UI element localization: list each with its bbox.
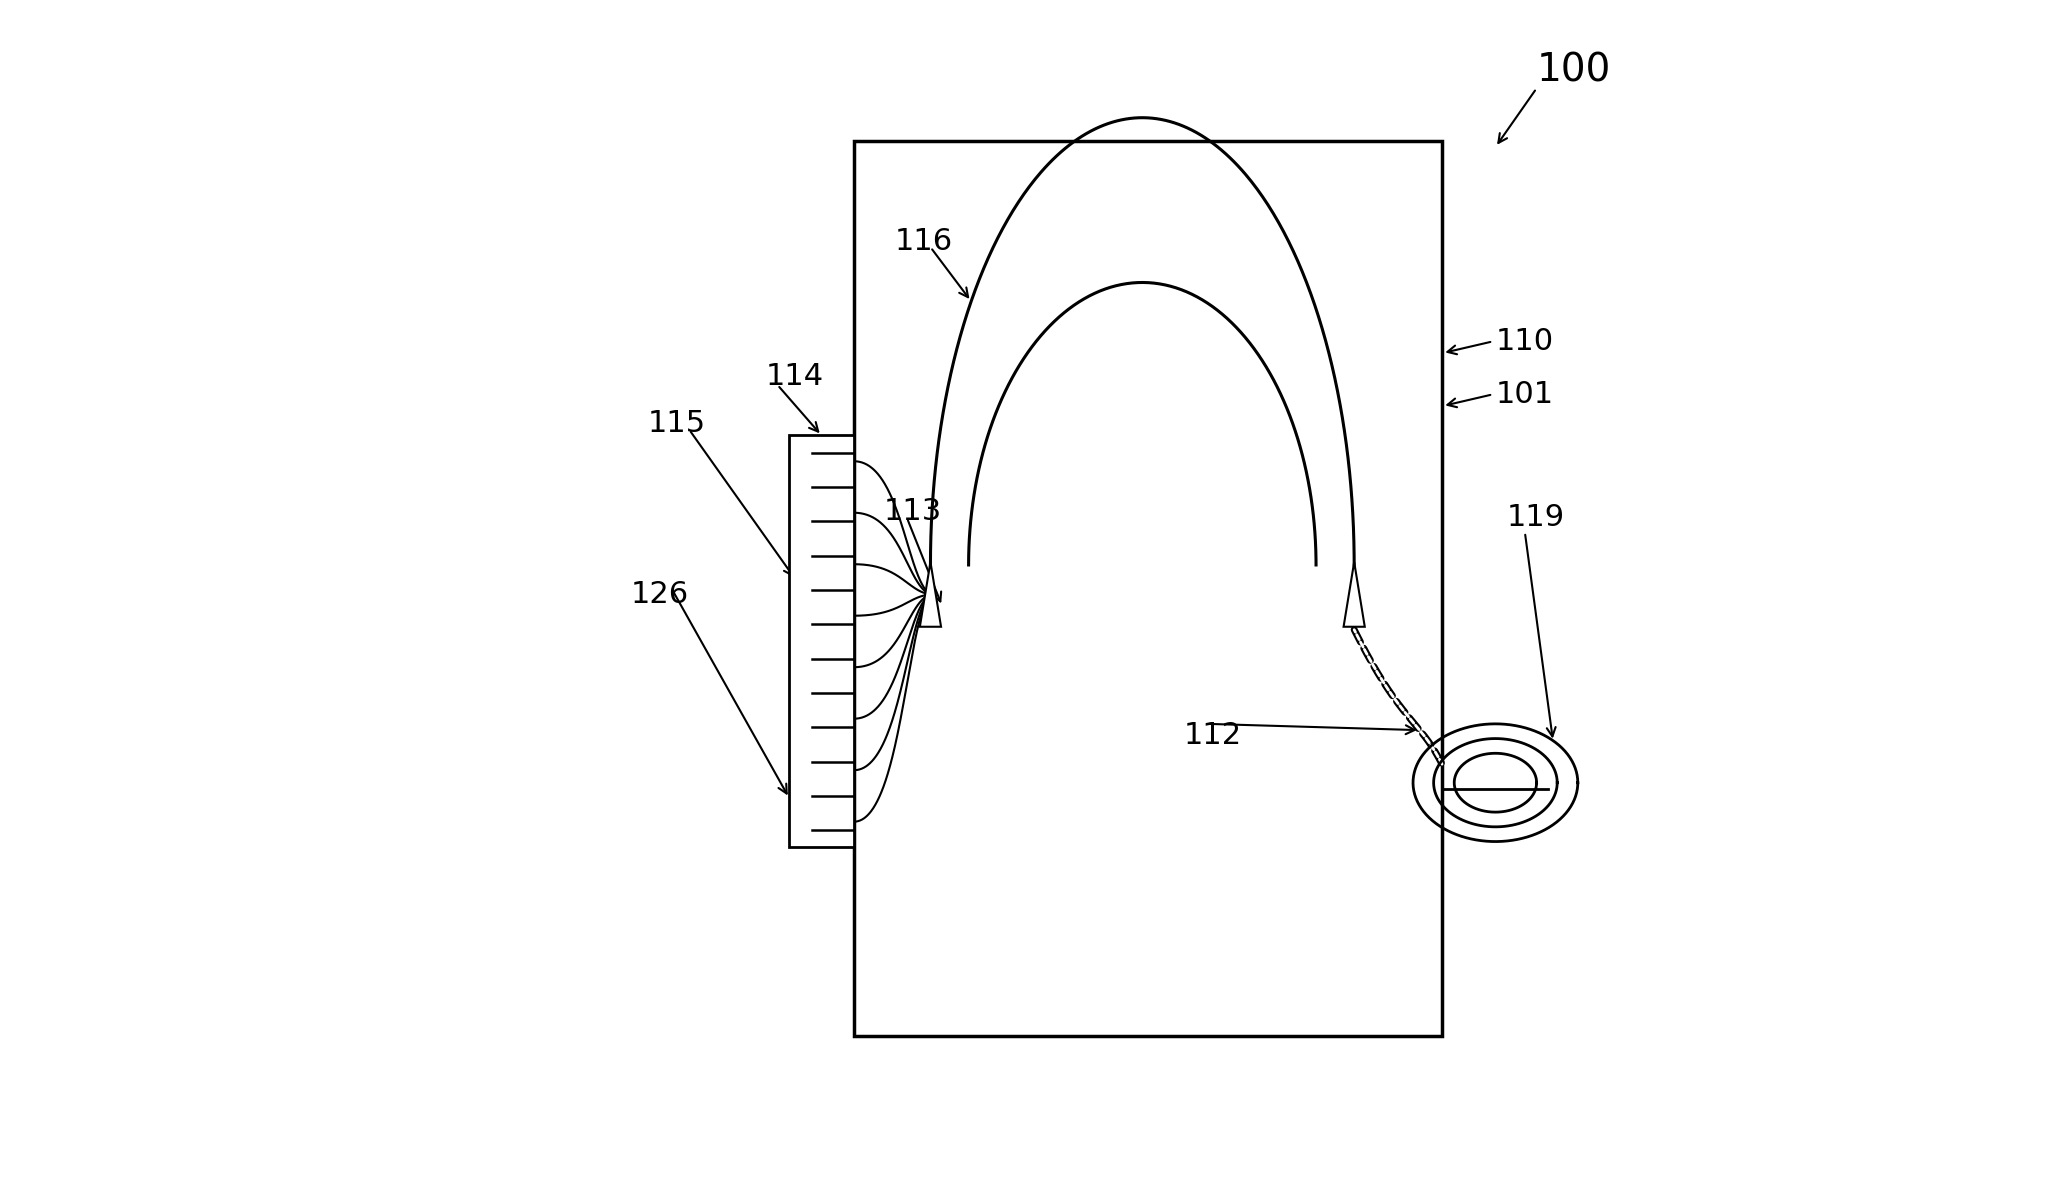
Bar [789,435,853,847]
Text: 119: 119 [1507,504,1564,532]
Bar [853,141,1443,1036]
Text: 126: 126 [631,580,688,609]
Text: 115: 115 [647,410,707,438]
Polygon shape [919,563,942,626]
Text: 112: 112 [1183,722,1241,750]
Text: 113: 113 [884,498,942,526]
Text: 101: 101 [1496,380,1554,408]
Text: 114: 114 [767,363,824,391]
Text: 116: 116 [894,227,954,255]
Polygon shape [1344,563,1364,626]
Text: 100: 100 [1538,52,1612,89]
Text: 110: 110 [1496,327,1554,355]
